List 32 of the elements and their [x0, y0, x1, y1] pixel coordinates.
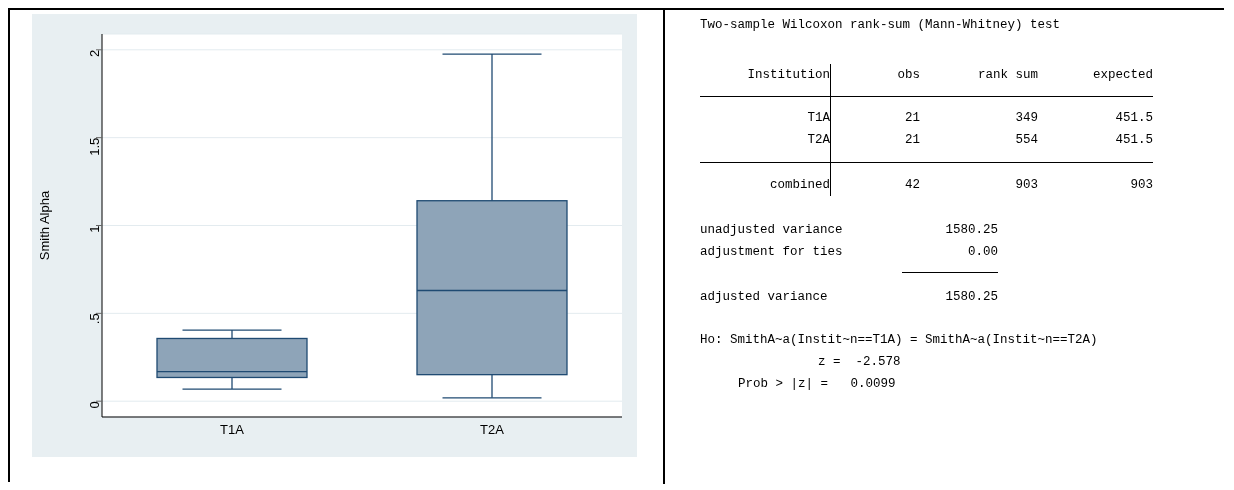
- text: z = -2.578: [818, 355, 901, 369]
- y-axis-title: Smith Alpha: [36, 190, 52, 261]
- y-tick-label: 2: [86, 49, 102, 58]
- text: Prob > |z| = 0.0099: [738, 377, 896, 391]
- text: adjusted variance: [700, 290, 828, 304]
- text: 451.5: [1115, 111, 1153, 125]
- y-tick-label: .5: [86, 313, 102, 325]
- text: Two-sample Wilcoxon rank-sum (Mann-Whitney) test: [700, 18, 1061, 32]
- text: 21: [904, 111, 920, 125]
- text: 349: [1015, 111, 1038, 125]
- text: T1A: [807, 111, 830, 125]
- text: rank sum: [977, 68, 1038, 82]
- text: T2A: [807, 133, 830, 147]
- text: Institution: [747, 68, 830, 82]
- text: adjustment for ties: [700, 245, 843, 259]
- text: 1580.25: [945, 223, 998, 237]
- text: unadjusted variance: [700, 223, 843, 237]
- y-tick-label: 1: [86, 225, 102, 233]
- text: obs: [897, 68, 920, 82]
- text: 554: [1015, 133, 1038, 147]
- text: Ho: SmithA~a(Instit~n==T1A) = SmithA~a(Instit~n==T2A): [700, 333, 1098, 347]
- text: 21: [904, 133, 920, 147]
- text: 42: [904, 178, 920, 192]
- text: 1580.25: [945, 290, 998, 304]
- text: 903: [1015, 178, 1038, 192]
- y-tick-label: 0: [86, 401, 102, 409]
- text: expected: [1092, 68, 1153, 82]
- text: 451.5: [1115, 133, 1153, 147]
- text: 0.00: [967, 245, 998, 259]
- text: 903: [1130, 178, 1153, 192]
- text: combined: [769, 178, 830, 192]
- y-tick-label: 1.5: [86, 137, 102, 156]
